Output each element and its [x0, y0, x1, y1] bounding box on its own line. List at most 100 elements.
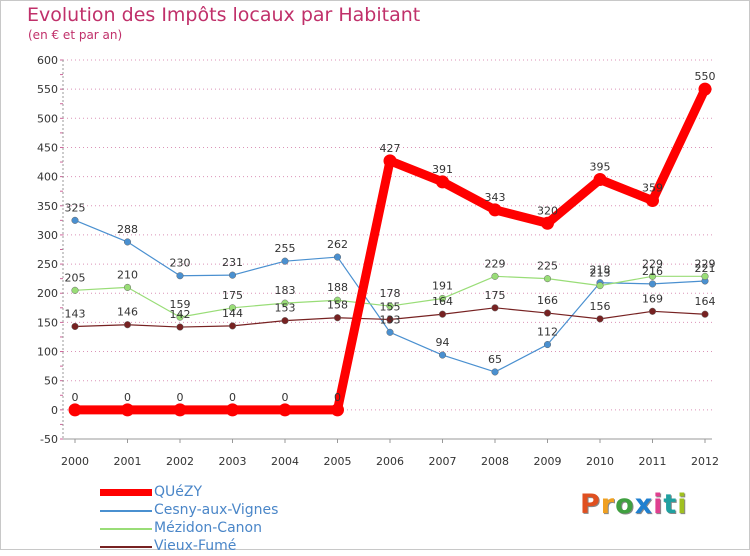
- data-point: [648, 307, 657, 315]
- y-tick-label: 600: [37, 54, 58, 67]
- data-point: [701, 272, 709, 280]
- x-tick-label: 2007: [429, 455, 457, 468]
- data-label: 155: [380, 300, 401, 313]
- y-tick-label: 50: [44, 375, 58, 388]
- x-tick-label: 2011: [639, 455, 667, 468]
- data-point: [226, 403, 239, 417]
- data-label: 112: [537, 326, 558, 339]
- data-point: [543, 275, 552, 283]
- y-tick-label: 0: [51, 404, 58, 417]
- data-label: 164: [695, 295, 716, 308]
- data-label: 229: [642, 257, 663, 270]
- data-point: [648, 280, 657, 288]
- y-tick-label: -50: [40, 433, 58, 446]
- legend-label: QUéZY: [154, 484, 203, 500]
- y-tick-label: 150: [37, 316, 58, 329]
- data-label: 175: [485, 289, 506, 302]
- data-point: [176, 323, 184, 331]
- data-label: 225: [537, 260, 558, 273]
- data-label: 391: [432, 163, 453, 176]
- data-label: 191: [432, 279, 453, 292]
- proxiti-logo: Proxiti: [580, 489, 688, 520]
- x-tick-label: 2004: [271, 455, 299, 468]
- data-label: 218: [590, 264, 611, 277]
- data-point: [281, 257, 289, 265]
- chart-title: Evolution des Impôts locaux par Habitant: [27, 4, 421, 26]
- x-tick-label: 2002: [166, 455, 194, 468]
- data-point: [491, 304, 499, 312]
- data-label: 169: [642, 292, 663, 305]
- data-point: [386, 328, 394, 336]
- x-tick-label: 2010: [586, 455, 614, 468]
- data-point: [123, 283, 132, 291]
- data-point: [71, 216, 79, 224]
- y-tick-label: 250: [37, 258, 58, 271]
- data-point: [648, 272, 657, 280]
- data-point: [68, 403, 82, 417]
- data-label: 133: [380, 313, 401, 326]
- y-tick-label: 350: [37, 200, 58, 213]
- data-point: [698, 82, 712, 96]
- data-point: [543, 309, 552, 317]
- y-tick-label: 200: [37, 287, 58, 300]
- data-point: [123, 321, 132, 329]
- y-tick-label: 450: [37, 141, 58, 154]
- data-point: [281, 317, 289, 325]
- data-point: [176, 313, 184, 321]
- x-tick-label: 2008: [481, 455, 509, 468]
- data-label: 178: [380, 287, 401, 300]
- data-label: 0: [124, 391, 131, 404]
- data-label: 164: [432, 295, 453, 308]
- data-label: 142: [170, 308, 191, 321]
- data-label: 216: [642, 265, 663, 278]
- data-point: [491, 368, 499, 376]
- x-tick-label: 2005: [324, 455, 352, 468]
- data-point: [71, 322, 79, 331]
- x-tick-label: 2003: [219, 455, 247, 468]
- data-point: [438, 310, 447, 318]
- legend-swatch: [100, 528, 152, 530]
- data-label: 153: [275, 302, 296, 315]
- data-label: 262: [327, 238, 348, 251]
- data-label: 188: [327, 281, 348, 294]
- data-label: 159: [170, 298, 191, 311]
- data-point: [436, 175, 449, 189]
- data-label: 183: [275, 284, 296, 297]
- data-label: 175: [222, 289, 243, 302]
- data-point: [386, 315, 394, 324]
- data-label: 550: [695, 70, 716, 83]
- x-tick-label: 2012: [691, 455, 719, 468]
- legend-swatch: [100, 510, 152, 512]
- data-point: [333, 314, 342, 322]
- data-label: 221: [695, 262, 716, 275]
- series-line-0: [70, 84, 710, 415]
- chart-subtitle: (en € et par an): [28, 28, 123, 42]
- data-point: [596, 282, 604, 290]
- data-label: 213: [590, 267, 611, 280]
- data-point: [383, 154, 397, 168]
- data-label: 320: [537, 204, 558, 217]
- data-point: [596, 315, 604, 323]
- data-point: [438, 294, 447, 303]
- y-tick-label: 300: [37, 229, 58, 242]
- data-point: [333, 296, 342, 304]
- y-tick-label: 500: [37, 112, 58, 125]
- data-point: [386, 302, 394, 310]
- data-label: 229: [695, 257, 716, 270]
- data-point: [123, 238, 132, 246]
- data-point: [491, 272, 499, 280]
- data-point: [331, 403, 344, 417]
- data-label: 343: [485, 191, 506, 204]
- data-point: [541, 216, 554, 230]
- data-point: [543, 340, 552, 349]
- data-label: 288: [117, 223, 138, 236]
- x-tick-label: 2009: [534, 455, 562, 468]
- y-tick-label: 100: [37, 346, 58, 359]
- data-label: 144: [222, 307, 243, 320]
- data-label: 359: [642, 182, 663, 195]
- data-point: [173, 403, 187, 417]
- legend-swatch: [100, 489, 152, 496]
- data-label: 65: [488, 353, 502, 366]
